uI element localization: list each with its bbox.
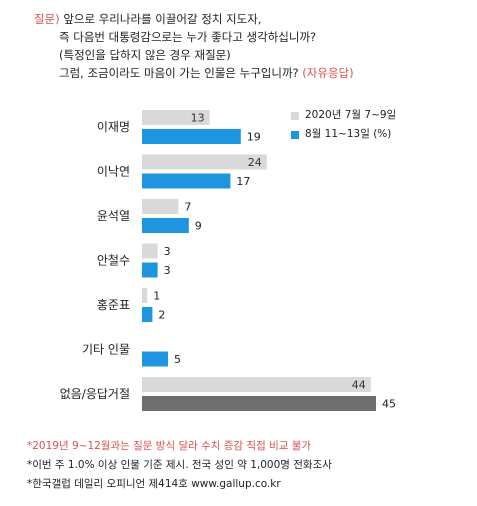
question-label: 질문) (34, 12, 60, 26)
bar-series1 (142, 110, 210, 125)
bar-value-label: 45 (382, 398, 396, 411)
chart-legend: 2020년 7월 7~9일 8월 11~13일 (%) (291, 106, 396, 144)
bar-series2 (142, 129, 241, 144)
bar-series2 (142, 396, 376, 411)
bar-value-label: 13 (191, 112, 205, 125)
question-block: 질문) 앞으로 우리나라를 이끌어갈 정치 지도자, 즉 다음번 대통령감으로는… (34, 10, 354, 82)
bar-value-label: 3 (164, 245, 171, 258)
category-label: 안철수 (97, 254, 130, 268)
footnote-3: *한국갤럽 데일리 오피니언 제414호 www.gallup.co.kr (27, 478, 281, 490)
category-label: 없음/응답거절 (60, 387, 130, 401)
legend-swatch-series2 (291, 130, 299, 139)
category-label: 이재명 (97, 120, 130, 134)
bar-series1 (142, 154, 267, 170)
question-line-2: 즉 다음번 대통령감으로는 누가 좋다고 생각하십니까? (59, 30, 317, 44)
bar-series1 (142, 199, 179, 214)
category-label: 기타 인물 (82, 343, 130, 357)
bar-series2 (142, 307, 153, 322)
bar-series2 (142, 351, 168, 367)
footnote-1: *2019년 9~12월과는 질문 방식 달라 수치 증감 직접 비교 불가 (27, 440, 312, 452)
bar-series1 (142, 377, 371, 392)
question-text-4: 그럼, 조금이라도 마음이 가는 인물은 누구입니까? (59, 66, 299, 80)
question-highlight: (자유응답) (302, 66, 354, 80)
legend-swatch-series1 (291, 111, 299, 120)
bar-value-label: 9 (195, 220, 202, 233)
bar-series2 (142, 173, 231, 189)
bar-value-label: 24 (248, 156, 262, 169)
bar-series2 (142, 262, 158, 278)
bar-value-label: 5 (174, 353, 181, 366)
legend-item-series1: 2020년 7월 7~9일 (291, 106, 396, 125)
footnote-2: *이번 주 1.0% 이상 인물 기준 제시. 전국 성인 약 1,000명 전… (27, 459, 332, 471)
bar-value-label: 44 (352, 379, 366, 392)
legend-label-series2: 8월 11~13일 (%) (305, 128, 392, 140)
question-line-4: 그럼, 조금이라도 마음이 가는 인물은 누구입니까? (자유응답) (34, 64, 354, 82)
bar-series1 (142, 288, 148, 303)
category-label: 이낙연 (97, 165, 130, 179)
footnotes: *2019년 9~12월과는 질문 방식 달라 수치 증감 직접 비교 불가 *… (27, 437, 332, 494)
bar-value-label: 1 (153, 290, 160, 303)
question-line-1: 질문) 앞으로 우리나라를 이끌어갈 정치 지도자, (34, 10, 354, 28)
bar-series1 (142, 243, 158, 259)
bar-value-label: 3 (164, 264, 171, 277)
question-text-1: 앞으로 우리나라를 이끌어갈 정치 지도자, (63, 12, 262, 26)
legend-item-series2: 8월 11~13일 (%) (291, 125, 396, 144)
question-line-3: (특정인을 답하지 않은 경우 재질문) (59, 48, 231, 62)
legend-label-series1: 2020년 7월 7~9일 (305, 109, 397, 121)
category-label: 윤석열 (97, 209, 130, 223)
bar-value-label: 17 (236, 175, 250, 188)
bar-value-label: 7 (184, 201, 191, 214)
bar-value-label: 2 (158, 309, 165, 322)
bar-series2 (142, 218, 189, 233)
bar-value-label: 19 (247, 131, 261, 144)
category-label: 홍준표 (97, 298, 130, 312)
